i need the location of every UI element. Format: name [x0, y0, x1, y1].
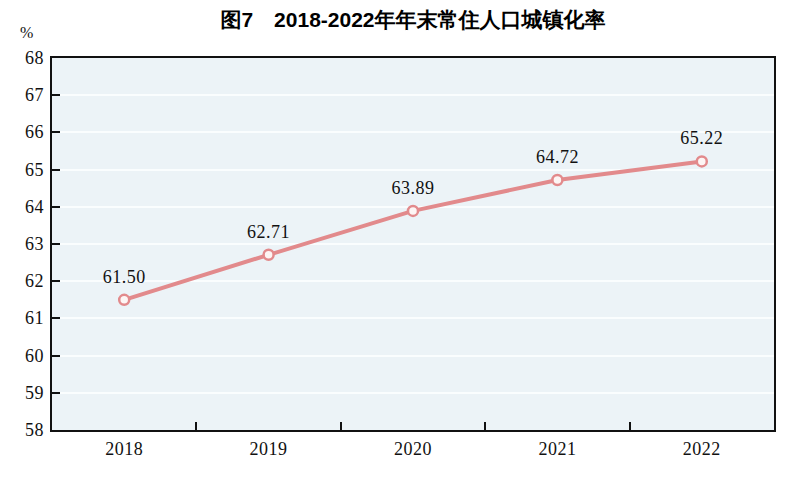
y-axis-tick	[52, 94, 60, 96]
y-axis-tick	[52, 280, 60, 282]
data-point-label: 62.71	[224, 222, 314, 243]
data-point-marker	[697, 156, 707, 166]
plot-area: 61.50 62.71 63.89 64.72 65.22	[50, 56, 776, 432]
x-axis-tick	[340, 422, 342, 430]
y-tick-label: 63	[0, 233, 44, 255]
x-tick-label: 2022	[662, 439, 742, 460]
y-tick-label: 66	[0, 121, 44, 143]
data-point-marker	[552, 175, 562, 185]
x-tick-label: 2021	[517, 439, 597, 460]
y-axis-tick	[52, 169, 60, 171]
y-tick-label: 58	[0, 419, 44, 441]
y-axis-tick	[52, 243, 60, 245]
data-point-label: 61.50	[79, 267, 169, 288]
x-tick-label: 2020	[373, 439, 453, 460]
data-point-marker	[408, 206, 418, 216]
data-point-marker	[119, 295, 129, 305]
x-axis-tick	[629, 422, 631, 430]
data-point-label: 64.72	[512, 147, 602, 168]
x-axis-tick	[195, 422, 197, 430]
y-axis-tick	[52, 206, 60, 208]
x-tick-label: 2019	[229, 439, 309, 460]
data-point-label: 63.89	[368, 178, 458, 199]
chart-figure: 图7 2018-2022年年末常住人口城镇化率 % 61.50 62.71 63.8…	[0, 0, 800, 483]
data-point-label: 65.22	[657, 128, 747, 149]
y-tick-label: 65	[0, 159, 44, 181]
y-tick-label: 60	[0, 345, 44, 367]
y-tick-label: 68	[0, 47, 44, 69]
y-tick-label: 59	[0, 382, 44, 404]
data-point-marker	[264, 250, 274, 260]
y-axis-tick	[52, 131, 60, 133]
y-axis-tick	[52, 355, 60, 357]
y-axis-unit-label: %	[20, 24, 33, 42]
y-tick-label: 62	[0, 270, 44, 292]
y-axis-tick	[52, 392, 60, 394]
y-tick-label: 61	[0, 307, 44, 329]
chart-title: 图7 2018-2022年年末常住人口城镇化率	[50, 6, 776, 34]
x-tick-label: 2018	[84, 439, 164, 460]
y-axis-tick	[52, 317, 60, 319]
series-svg	[52, 58, 774, 430]
x-axis-tick	[484, 422, 486, 430]
y-tick-label: 67	[0, 84, 44, 106]
y-tick-label: 64	[0, 196, 44, 218]
